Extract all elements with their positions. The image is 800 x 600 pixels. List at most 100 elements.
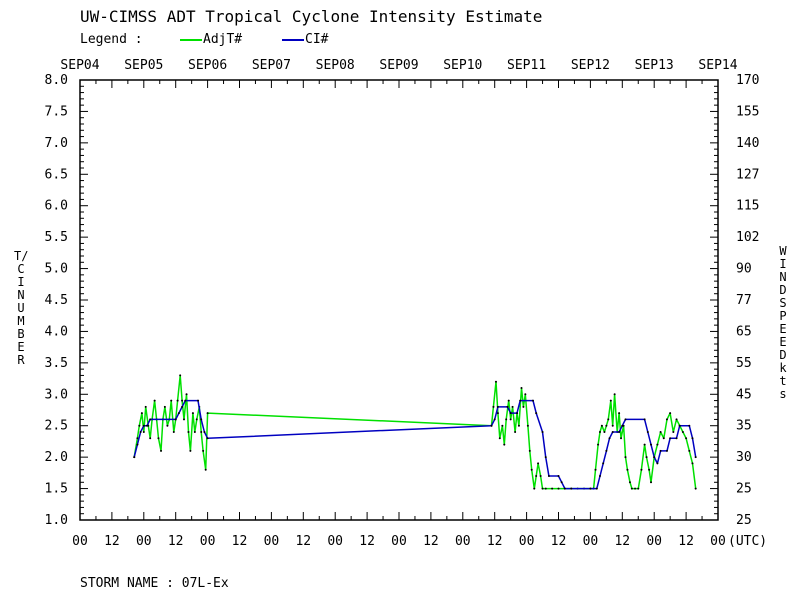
data-point (533, 487, 536, 490)
data-point (605, 424, 608, 427)
x-hour-label: 12 (487, 534, 503, 549)
data-point (650, 481, 653, 484)
data-point (653, 456, 656, 459)
data-point (516, 412, 519, 415)
data-point (609, 399, 612, 402)
data-point (544, 456, 547, 459)
data-point (665, 449, 668, 452)
data-point (560, 481, 563, 484)
x-hour-label: 00 (583, 534, 599, 549)
y-tick-label-right: 77 (736, 293, 752, 308)
data-point (656, 462, 659, 465)
x-axis-unit-label: (UTC) (728, 534, 767, 549)
y-tick-label-right: 102 (736, 230, 759, 245)
data-point (149, 437, 152, 440)
y-tick-label-left: 1.5 (45, 482, 68, 497)
data-point (522, 405, 525, 408)
data-point (531, 399, 534, 402)
data-point (648, 468, 651, 471)
data-point (181, 399, 184, 402)
series-line-adjt (133, 374, 697, 490)
data-point (505, 418, 508, 421)
data-point (563, 487, 566, 490)
data-point (138, 424, 141, 427)
data-point (528, 449, 531, 452)
data-point (602, 462, 605, 465)
data-point (613, 393, 616, 396)
data-point (490, 424, 493, 427)
data-point (570, 487, 573, 490)
data-point (136, 437, 139, 440)
data-point (206, 437, 209, 440)
data-point (685, 437, 688, 440)
x-date-label: SEP05 (124, 58, 163, 73)
y-tick-label-right: 65 (736, 324, 752, 339)
data-point (492, 405, 495, 408)
data-point (197, 399, 200, 402)
data-point (589, 487, 592, 490)
data-point (498, 437, 501, 440)
data-point (145, 424, 148, 427)
x-date-label: SEP08 (316, 58, 355, 73)
data-point (136, 443, 139, 446)
x-hour-label: 12 (614, 534, 630, 549)
legend-label: Legend : (80, 32, 143, 47)
x-hour-label: 00 (646, 534, 662, 549)
x-hour-label: 00 (710, 534, 726, 549)
data-point (494, 380, 497, 383)
y-tick-label-right: 127 (736, 167, 759, 182)
x-hour-label: 00 (391, 534, 407, 549)
data-point (688, 424, 691, 427)
data-point (185, 393, 188, 396)
data-point (643, 418, 646, 421)
data-point (594, 468, 597, 471)
data-point (206, 412, 209, 415)
plot-frame (79, 79, 719, 521)
data-point (506, 405, 509, 408)
data-point (600, 424, 603, 427)
data-point (153, 399, 156, 402)
data-point (530, 468, 533, 471)
data-point (501, 424, 504, 427)
legend-line-ci (282, 39, 304, 41)
x-hour-label: 12 (678, 534, 694, 549)
data-point (595, 487, 598, 490)
data-point (526, 424, 529, 427)
y-tick-label-left: 2.0 (45, 450, 68, 465)
data-point (659, 431, 662, 433)
data-point (656, 443, 659, 446)
data-point (507, 399, 510, 402)
chart-title: UW-CIMSS ADT Tropical Cyclone Intensity … (80, 7, 543, 26)
data-point (551, 487, 554, 490)
x-date-label: SEP11 (507, 58, 546, 73)
x-date-label: SEP14 (698, 58, 737, 73)
y-tick-label-right: 45 (736, 387, 752, 402)
data-point (678, 424, 681, 427)
data-point (139, 431, 142, 433)
data-point (163, 405, 166, 408)
data-point (189, 449, 192, 452)
data-point (659, 449, 662, 452)
data-point (620, 437, 623, 440)
data-point (193, 431, 196, 433)
data-point (182, 418, 185, 421)
y-tick-label-right: 30 (736, 450, 752, 465)
data-point (177, 412, 180, 415)
data-point (605, 449, 608, 452)
y-tick-label-left: 6.5 (45, 167, 68, 182)
data-point (517, 424, 520, 427)
data-point (645, 456, 648, 459)
data-point (535, 475, 538, 477)
data-point (203, 431, 206, 433)
data-point (618, 412, 621, 415)
x-hour-label: 00 (72, 534, 88, 549)
y-tick-label-left: 2.5 (45, 419, 68, 434)
x-hour-label: 00 (519, 534, 535, 549)
y-tick-label-left: 6.0 (45, 199, 68, 214)
y-tick-label-right: 25 (736, 513, 752, 528)
legend-item-ci: CI# (305, 32, 329, 47)
data-point (557, 475, 560, 477)
data-point (539, 475, 542, 477)
data-point (200, 418, 203, 421)
data-point (608, 437, 611, 440)
